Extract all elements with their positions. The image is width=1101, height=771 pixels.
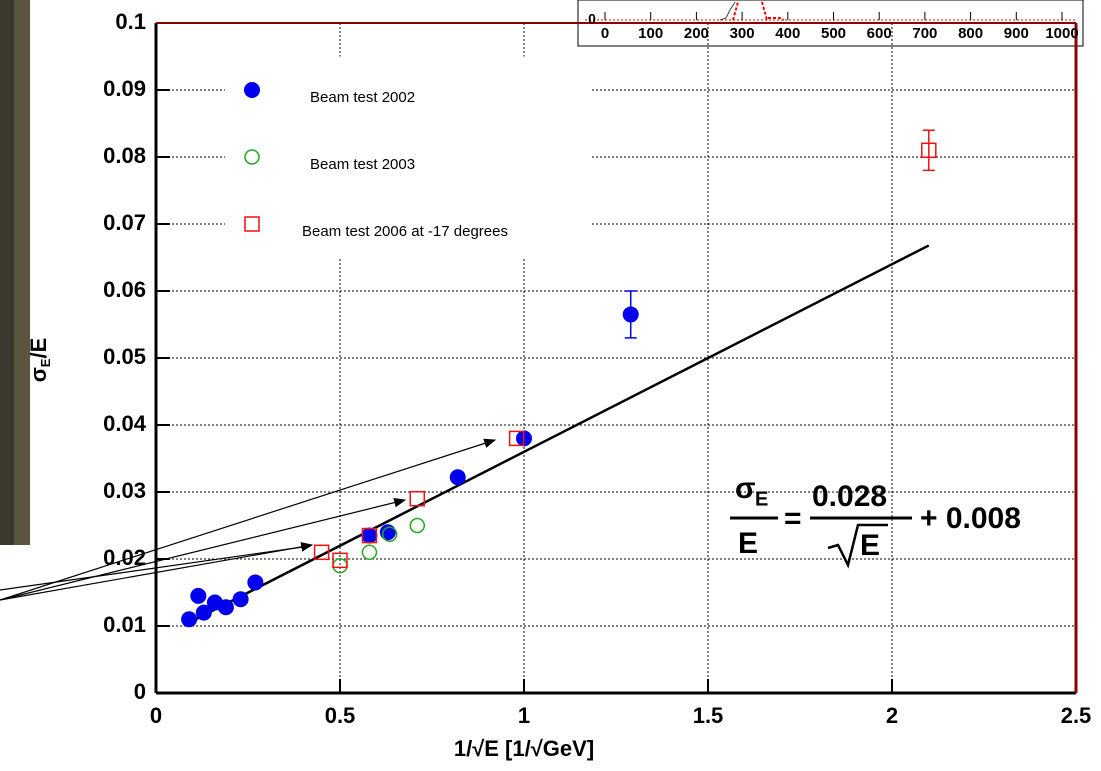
y-tick-label: 0.05: [103, 344, 146, 369]
y-tick-label: 0.04: [103, 411, 147, 436]
legend-label: Beam test 2006 at -17 degrees: [302, 223, 508, 240]
formula-root-arg: E: [860, 529, 880, 562]
formula-equals: =: [784, 502, 802, 535]
data-point: [190, 587, 207, 604]
data-point: [409, 490, 426, 507]
y-axis-label: σE/E: [26, 338, 54, 383]
data-point: [232, 591, 249, 608]
legend-marker: [244, 82, 260, 98]
error-bar: [922, 129, 935, 172]
data-point: [181, 611, 198, 628]
data-point: [449, 469, 466, 486]
data-point: [361, 544, 378, 561]
label-part: /E: [26, 338, 51, 359]
x-tick-label: 2: [886, 703, 898, 728]
data-point: [361, 527, 378, 544]
x-tick-label: 0.5: [325, 703, 356, 728]
legend-marker: [244, 216, 260, 232]
formula-coef: 0.028: [812, 480, 887, 513]
data-point: [195, 604, 212, 621]
y-tick-label: 0.1: [115, 9, 146, 34]
arrow: [0, 545, 311, 591]
y-tick-label: 0.09: [103, 76, 146, 101]
legend-label: Beam test 2002: [310, 89, 415, 106]
legend-marker: [244, 149, 260, 165]
inset-tick-label: 700: [912, 25, 937, 42]
legend-box: [225, 56, 590, 258]
arrow: [0, 542, 314, 601]
inset-tick-label: 300: [730, 25, 755, 42]
label-part: E: [38, 358, 53, 367]
formula-sigma: σ: [735, 472, 756, 505]
x-axis-label: 1/√E [1/√GeV]: [454, 736, 594, 761]
inset-tick-label: 500: [821, 25, 846, 42]
inset-tick-label: 0: [601, 25, 609, 42]
inset-tick-label: 800: [958, 25, 983, 42]
y-tick-label: 0.03: [103, 478, 146, 503]
y-tick-label: 0.06: [103, 277, 146, 302]
data-point: [332, 552, 348, 569]
legend-label: Beam test 2003: [310, 156, 415, 173]
data-point: [361, 527, 378, 544]
y-tick-label: 0.08: [103, 143, 146, 168]
inset-histogram: [719, 1, 736, 21]
y-tick-label: 0.01: [103, 612, 146, 637]
inset-y-tick-label: 0: [588, 11, 596, 27]
inset-tick-label: 900: [1004, 25, 1029, 42]
background-photo: [0, 0, 14, 545]
x-tick-label: 2.5: [1061, 703, 1092, 728]
x-tick-label: 1.5: [693, 703, 724, 728]
formula-denominator: E: [738, 527, 758, 560]
inset-tick-label: 1000: [1045, 25, 1078, 42]
arrow: [0, 497, 407, 601]
inset-peak: [732, 1, 785, 21]
root-sign: [827, 523, 888, 569]
label-part: σ: [26, 367, 51, 382]
inset-tick-label: 400: [775, 25, 800, 42]
data-point: [508, 430, 525, 447]
y-tick-label: 0: [134, 679, 146, 704]
arrow: [0, 438, 497, 601]
formula-plus: + 0.008: [920, 502, 1021, 535]
formula-sub: E: [755, 488, 768, 510]
data-point: [313, 544, 330, 561]
data-point: [217, 599, 234, 616]
data-point: [622, 306, 639, 323]
y-tick-label: 0.07: [103, 210, 146, 235]
data-point: [409, 517, 426, 534]
inset-tick-label: 100: [638, 25, 663, 42]
inset-tick-label: 600: [867, 25, 892, 42]
data-point: [247, 574, 264, 591]
fit-line: [188, 244, 930, 624]
data-point: [381, 526, 398, 542]
data-point: [921, 142, 937, 159]
x-tick-label: 0: [150, 703, 162, 728]
x-tick-label: 1: [518, 703, 530, 728]
inset-tick-label: 200: [684, 25, 709, 42]
